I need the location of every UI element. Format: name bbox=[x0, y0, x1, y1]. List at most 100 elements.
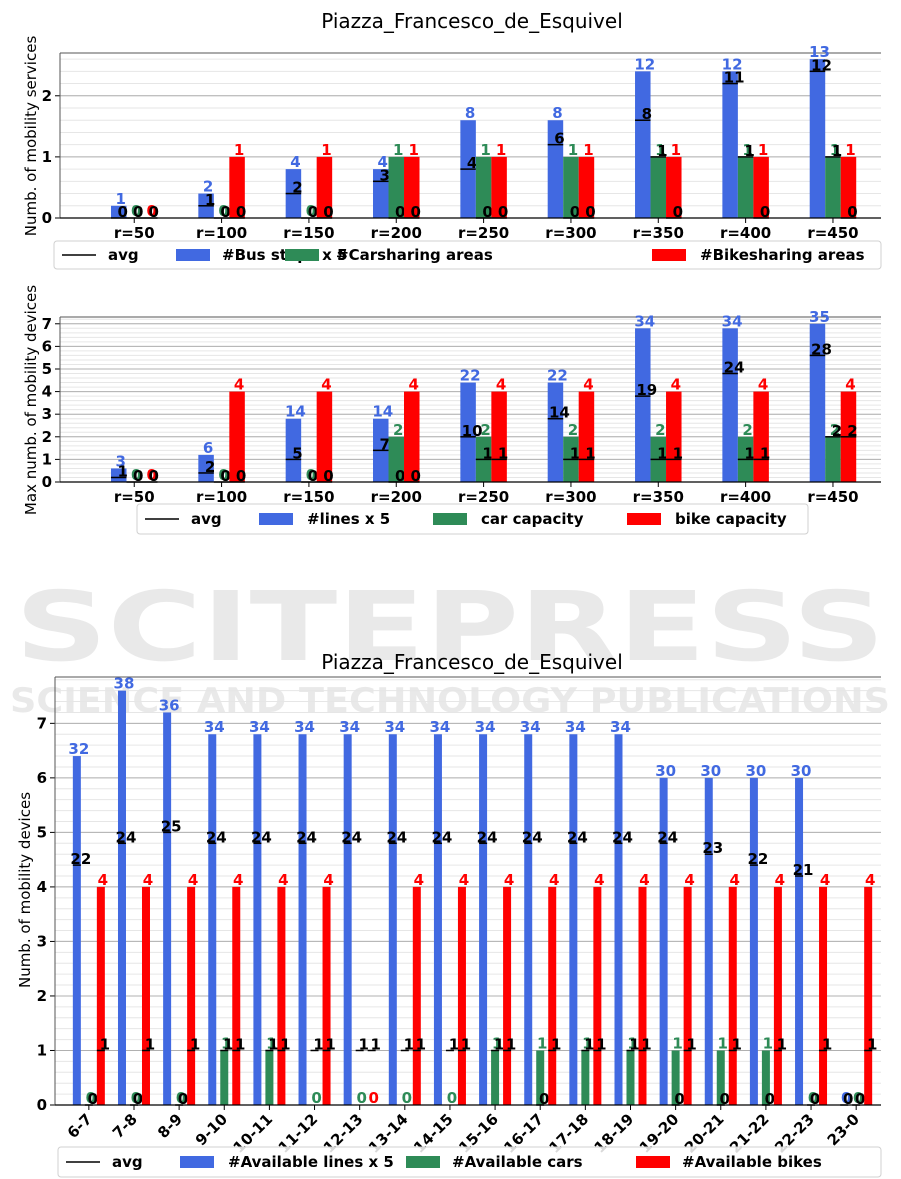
bar-bikes bbox=[457, 886, 466, 1105]
avg-label-cars: 0 bbox=[539, 1090, 549, 1108]
avg-label-lines: 0 bbox=[843, 1090, 853, 1108]
avg-label-bikes: 0 bbox=[236, 467, 246, 485]
data-label-bikes: 1 bbox=[496, 141, 506, 159]
data-label-bikes: 4 bbox=[730, 871, 740, 889]
data-label-bikes: 1 bbox=[758, 141, 768, 159]
bar-bikes bbox=[593, 886, 602, 1105]
data-label-lines: 34 bbox=[610, 718, 631, 736]
data-label-lines: 34 bbox=[520, 718, 541, 736]
data-label-cars: 1 bbox=[480, 141, 490, 159]
legend-label: avg bbox=[191, 510, 222, 528]
legend: avg #Available lines x 5 #Available cars #A… bbox=[57, 1146, 882, 1178]
avg-label-bikes: 0 bbox=[673, 203, 683, 221]
data-label-cars: 0 bbox=[306, 466, 316, 484]
legend-swatch-cars bbox=[433, 513, 467, 525]
avg-label-bikes: 0 bbox=[585, 203, 595, 221]
legend-swatch-lines bbox=[176, 249, 210, 261]
data-label-bikes: 4 bbox=[684, 871, 694, 889]
data-label-lines: 4 bbox=[378, 153, 388, 171]
avg-label-bikes: 0 bbox=[847, 203, 857, 221]
chart-mobility-services: Piazza_Francesco_de_Esquivel Numb. of mo… bbox=[22, 9, 882, 270]
bar-bikes bbox=[666, 391, 682, 482]
avg-label-cars: 0 bbox=[720, 1090, 730, 1108]
data-label-cars: 1 bbox=[742, 141, 752, 159]
bar-bikes bbox=[229, 391, 245, 482]
data-label-bikes: 0 bbox=[147, 466, 157, 484]
avg-label-cars: 1 bbox=[494, 1035, 504, 1053]
data-label-lines: 34 bbox=[249, 718, 270, 736]
bar-lines bbox=[524, 734, 533, 1105]
bar-lines bbox=[253, 734, 262, 1105]
data-label-bikes: 4 bbox=[758, 376, 768, 394]
bar-bikes bbox=[753, 391, 769, 482]
avg-label-cars: 1 bbox=[629, 1035, 639, 1053]
data-label-lines: 34 bbox=[294, 718, 315, 736]
avg-label-bikes: 0 bbox=[323, 203, 333, 221]
bar-lines bbox=[298, 734, 307, 1105]
data-label-bikes: 4 bbox=[278, 871, 288, 889]
y-tick-label: 0 bbox=[37, 1096, 47, 1114]
avg-label-cars: 0 bbox=[308, 467, 318, 485]
data-label-lines: 34 bbox=[204, 718, 225, 736]
x-tick-label: 9-10 bbox=[192, 1110, 231, 1149]
avg-label-cars: 1 bbox=[744, 142, 754, 160]
bar-lines bbox=[198, 454, 214, 482]
data-label-cars: 0 bbox=[402, 1089, 412, 1107]
bar-lines bbox=[809, 323, 826, 482]
legend-label: #Bus stops x 5 bbox=[222, 246, 347, 264]
x-tick-label: r=400 bbox=[720, 488, 771, 506]
bar-lines bbox=[117, 690, 126, 1105]
bar-cars bbox=[220, 1050, 229, 1105]
x-tick-label: r=350 bbox=[633, 224, 684, 242]
avg-label-bikes: 1 bbox=[596, 1035, 606, 1053]
y-tick-label: 1 bbox=[42, 450, 52, 468]
data-label-bikes: 0 bbox=[368, 1089, 378, 1107]
avg-label-cars: 0 bbox=[395, 467, 405, 485]
avg-label-bikes: 1 bbox=[100, 1035, 110, 1053]
avg-label-lines: 24 bbox=[612, 828, 633, 846]
data-label-cars: 2 bbox=[480, 421, 490, 439]
y-tick-label: 7 bbox=[37, 714, 47, 732]
legend-label: #Bikesharing areas bbox=[700, 246, 865, 264]
data-label-cars: 2 bbox=[655, 421, 665, 439]
bar-bikes bbox=[141, 886, 150, 1105]
data-label-lines: 0 bbox=[841, 1089, 851, 1107]
x-tick-label: r=150 bbox=[283, 488, 334, 506]
legend-label: #Available bikes bbox=[682, 1153, 822, 1171]
bar-lines bbox=[460, 382, 476, 482]
bar-bikes bbox=[864, 886, 873, 1105]
bar-bikes bbox=[96, 886, 105, 1105]
bar-bikes bbox=[638, 886, 647, 1105]
bar-bikes bbox=[491, 391, 507, 482]
data-label-cars: 2 bbox=[568, 421, 578, 439]
bar-bikes bbox=[232, 886, 241, 1105]
bar-lines bbox=[635, 71, 651, 218]
avg-label-bikes: 1 bbox=[461, 1035, 471, 1053]
y-tick-label: 6 bbox=[37, 769, 47, 787]
avg-label-lines: 0 bbox=[118, 203, 128, 221]
bar-lines bbox=[635, 328, 651, 482]
data-label-bikes: 1 bbox=[321, 141, 331, 159]
data-label-lines: 36 bbox=[159, 696, 180, 714]
avg-label-lines: 11 bbox=[724, 69, 745, 87]
data-label-lines: 30 bbox=[655, 762, 676, 780]
data-label-cars: 0 bbox=[311, 1089, 321, 1107]
avg-label-bikes: 0 bbox=[149, 467, 159, 485]
avg-label-bikes: 1 bbox=[506, 1035, 516, 1053]
x-tick-label: r=300 bbox=[545, 488, 596, 506]
avg-label-lines: 10 bbox=[462, 422, 483, 440]
avg-label-lines: 5 bbox=[292, 444, 302, 462]
data-label-cars: 0 bbox=[86, 1089, 96, 1107]
avg-label-bikes: 0 bbox=[760, 203, 770, 221]
avg-label-lines: 7 bbox=[380, 435, 390, 453]
data-label-cars: 0 bbox=[131, 202, 141, 220]
data-label-cars: 0 bbox=[131, 1089, 141, 1107]
avg-label-cars: 0 bbox=[220, 203, 230, 221]
avg-label-bikes: 1 bbox=[867, 1035, 877, 1053]
x-tick-label: r=300 bbox=[545, 224, 596, 242]
avg-label-bikes: 1 bbox=[551, 1035, 561, 1053]
data-label-lines: 34 bbox=[430, 718, 451, 736]
x-tick-label: 6-7 bbox=[64, 1110, 96, 1142]
data-label-bikes: 4 bbox=[321, 376, 331, 394]
data-label-cars: 0 bbox=[176, 1089, 186, 1107]
